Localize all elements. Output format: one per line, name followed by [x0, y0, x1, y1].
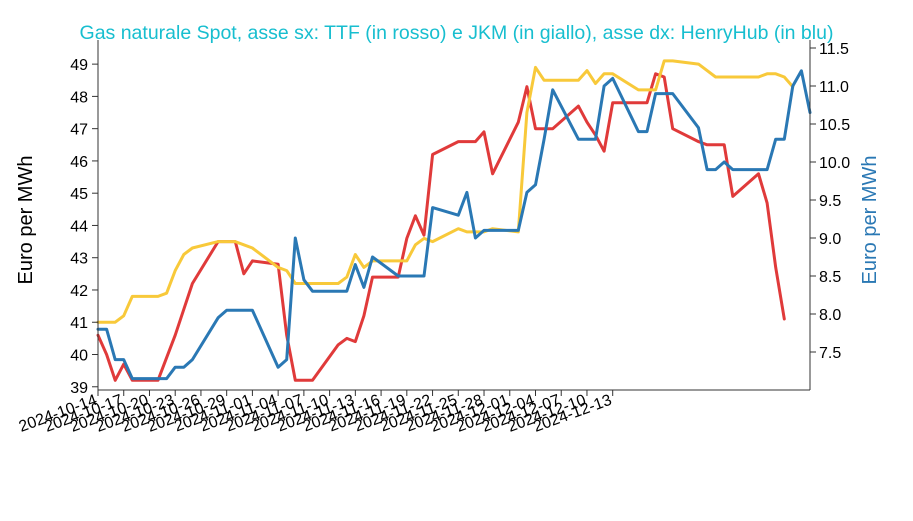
series-line-henryhub [96, 69, 812, 381]
right-tick-label: 10.5 [819, 117, 850, 134]
series-line-ttf [96, 72, 786, 382]
left-tick-label: 49 [70, 57, 88, 74]
left-tick-label: 46 [70, 154, 88, 171]
right-tick-label: 11.0 [819, 79, 849, 96]
plot-lines [96, 59, 812, 382]
chart-title: Gas naturale Spot, asse sx: TTF (in ross… [79, 22, 834, 44]
series-line-jkm [96, 59, 795, 324]
left-axis-title: Euro per MWh [15, 156, 37, 285]
left-tick-label: 40 [70, 348, 88, 365]
right-tick-label: 10.0 [819, 155, 850, 172]
left-tick-label: 39 [70, 380, 88, 397]
right-tick-label: 8.5 [819, 269, 841, 286]
left-tick-label: 45 [70, 186, 88, 203]
left-tick-label: 42 [70, 283, 88, 300]
right-tick-label: 7.5 [819, 345, 841, 362]
right-tick-label: 11.5 [819, 41, 849, 58]
right-tick-label: 9.5 [819, 193, 841, 210]
left-tick-label: 44 [70, 218, 88, 235]
left-tick-label: 47 [70, 122, 88, 139]
right-tick-label: 9.0 [819, 231, 841, 248]
right-tick-label: 8.0 [819, 307, 841, 324]
right-axis-title: Euro per MWh [859, 156, 881, 285]
left-tick-label: 41 [70, 315, 88, 332]
left-tick-label: 43 [70, 251, 88, 268]
axes: 39 40 41 42 43 44 45 46 47 48 49 7.5 8.0 8.5 9.0 9.5 10.… [17, 40, 850, 436]
left-tick-label: 48 [70, 89, 88, 106]
